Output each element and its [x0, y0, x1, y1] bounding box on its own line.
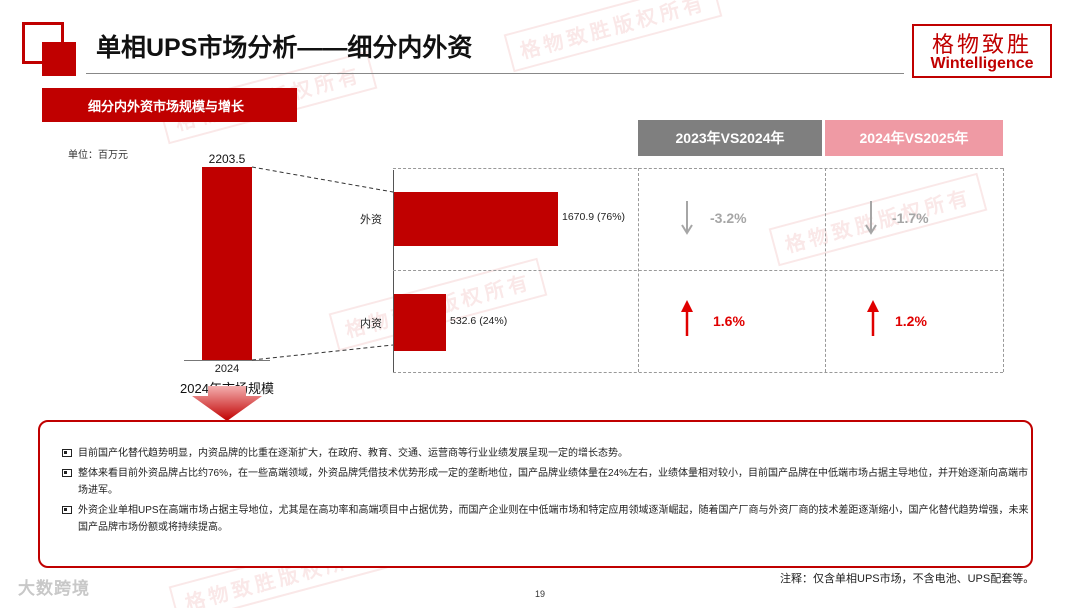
chevron-down-icon [192, 386, 262, 421]
source-logo: 大数跨境 [18, 579, 90, 598]
page-number: 19 [534, 589, 545, 599]
table-grid-line [825, 168, 826, 372]
watermark: 格物致胜版权所有 [768, 172, 988, 267]
total-x-label: 2024 [214, 363, 240, 375]
total-axis [184, 360, 270, 361]
category-label-domestic: 内资 [360, 318, 382, 330]
column-header-2024-2025: 2024年VS2025年 [825, 120, 1003, 156]
table-grid-line [393, 168, 1003, 169]
column-header-2023-2024: 2023年VS2024年 [638, 120, 822, 156]
footnote: 注释：仅含单相UPS市场，不含电池、UPS配套等。 [780, 573, 1035, 585]
growth-domestic-2024-2025: 1.2% [895, 313, 927, 329]
table-grid-line [393, 372, 1003, 373]
summary-bullet-text: 目前国产化替代趋势明显，内资品牌的比重在逐渐扩大，在政府、教育、交通、运营商等行… [78, 448, 628, 459]
growth-foreign-2023-2024: -3.2% [710, 210, 747, 226]
bar-foreign [394, 192, 558, 246]
growth-foreign-2024-2025: -1.7% [892, 210, 929, 226]
total-bar [202, 167, 252, 360]
arrow-down-icon [865, 201, 877, 235]
bar-value-domestic: 532.6 (24%) [450, 315, 508, 327]
brand-logo-cn: 格物致胜 [931, 32, 1032, 57]
brand-logo-en: Wintelligence [930, 55, 1034, 72]
bar-domestic [394, 294, 446, 351]
bar-value-foreign: 1670.9 (76%) [562, 211, 626, 223]
summary-panel [38, 420, 1033, 568]
summary-bullet-text: 整体来看目前外资品牌占比约76%，在一些高端领域，外资品牌凭借技术优势形成一定的… [78, 468, 1029, 496]
watermark: 格物致胜版权所有 [503, 0, 723, 73]
total-value-label: 2203.5 [208, 152, 246, 166]
brand-logo-frame [912, 24, 1052, 78]
square-bullet-icon [62, 506, 72, 514]
summary-bullet-text: 外资企业单相UPS在高端市场占据主导地位，尤其是在高功率和高端项目中占据优势，而… [78, 505, 1029, 533]
arrow-up-icon [681, 300, 693, 336]
summary-bullet: 整体来看目前外资品牌占比约76%，在一些高端领域，外资品牌凭借技术优势形成一定的… [62, 465, 1032, 499]
summary-bullet: 外资企业单相UPS在高端市场占据主导地位，尤其是在高功率和高端项目中占据优势，而… [62, 502, 1032, 536]
summary-bullets: 目前国产化替代趋势明显，内资品牌的比重在逐渐扩大，在政府、教育、交通、运营商等行… [62, 445, 1032, 539]
growth-domestic-2023-2024: 1.6% [713, 313, 745, 329]
connector-top [251, 166, 394, 193]
unit-label: 单位：百万元 [68, 150, 128, 161]
section-title: 细分内外资市场规模与增长 [42, 88, 297, 122]
square-bullet-icon [62, 449, 72, 457]
connector-bottom [251, 344, 394, 361]
summary-bullet: 目前国产化替代趋势明显，内资品牌的比重在逐渐扩大，在政府、教育、交通、运营商等行… [62, 445, 1032, 462]
table-grid-line [393, 270, 1003, 271]
title-divider [86, 73, 904, 74]
table-grid-line [1003, 168, 1004, 372]
table-grid-line [638, 168, 639, 372]
arrow-up-icon [867, 300, 879, 336]
corner-logo-fill [42, 42, 76, 76]
category-label-foreign: 外资 [360, 214, 382, 226]
breakdown-axis [393, 170, 394, 372]
page-title: 单相UPS市场分析——细分内外资 [96, 34, 473, 62]
arrow-down-icon [681, 201, 693, 235]
square-bullet-icon [62, 469, 72, 477]
